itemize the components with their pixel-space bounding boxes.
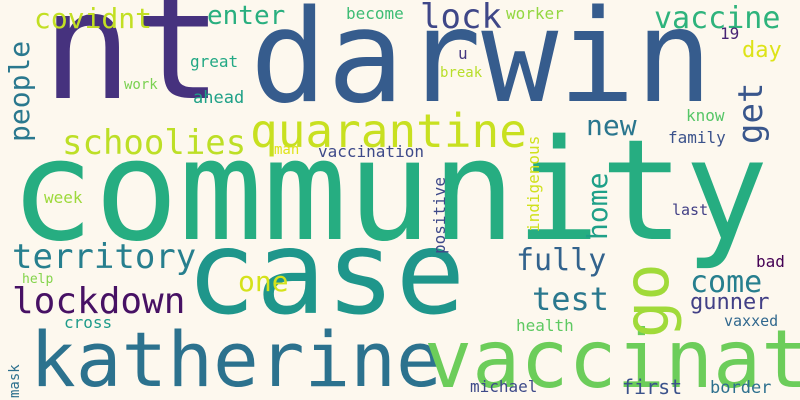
word-positive: positive — [430, 176, 449, 254]
word-quarantine: quarantine — [250, 104, 527, 158]
word-break: break — [440, 65, 483, 81]
word-become: become — [346, 4, 404, 23]
word-first: first — [622, 375, 683, 399]
word-vaccination: vaccination — [318, 142, 424, 161]
word-vaccinate: vaccinate — [424, 313, 800, 400]
word-day: day — [742, 38, 782, 63]
word-worker: worker — [506, 4, 564, 23]
word-ahead: ahead — [193, 88, 245, 108]
word-great: great — [190, 52, 239, 71]
word-gunner: gunner — [690, 290, 770, 315]
word-vaccine: vaccine — [654, 1, 781, 36]
word-lockdown: lockdown — [12, 281, 186, 322]
word-schoolies: schoolies — [62, 123, 247, 163]
word-border: border — [710, 378, 772, 398]
word-darwin: darwin — [250, 0, 713, 132]
word-family: family — [668, 128, 726, 147]
word-new: new — [586, 109, 637, 142]
word-bad: bad — [756, 252, 785, 271]
word-week: week — [44, 188, 83, 207]
word-vaxxed: vaxxed — [724, 312, 779, 330]
word-indigenous: indigenous — [524, 135, 543, 232]
word-fully: fully — [516, 243, 607, 278]
word-lock: lock — [420, 0, 502, 37]
word-go: go — [610, 263, 683, 338]
word-test: test — [532, 280, 610, 318]
word-michael: michael — [470, 377, 538, 396]
word-last: last — [672, 201, 709, 219]
word-mask: mask — [7, 364, 23, 398]
word-katherine: katherine — [30, 315, 442, 400]
word-man: man — [274, 142, 300, 158]
word-people: people — [3, 40, 36, 142]
word-enter: enter — [207, 1, 286, 31]
word-territory: territory — [12, 237, 197, 277]
word-covidnt: covidnt — [34, 2, 153, 35]
word-know: know — [686, 106, 725, 125]
word-cross: cross — [64, 313, 113, 332]
word-come: come — [690, 265, 763, 300]
word-health: health — [516, 316, 574, 335]
word-get: get — [731, 82, 771, 144]
word-community: community — [10, 110, 769, 273]
word-u: u — [458, 44, 468, 63]
word-one: one — [238, 265, 289, 298]
word-19: 19 — [720, 24, 740, 43]
word-help: help — [22, 272, 54, 287]
word-case: case — [186, 206, 466, 341]
word-work: work — [124, 77, 158, 93]
word-home: home — [581, 172, 614, 240]
word-nt: nt — [42, 0, 223, 134]
